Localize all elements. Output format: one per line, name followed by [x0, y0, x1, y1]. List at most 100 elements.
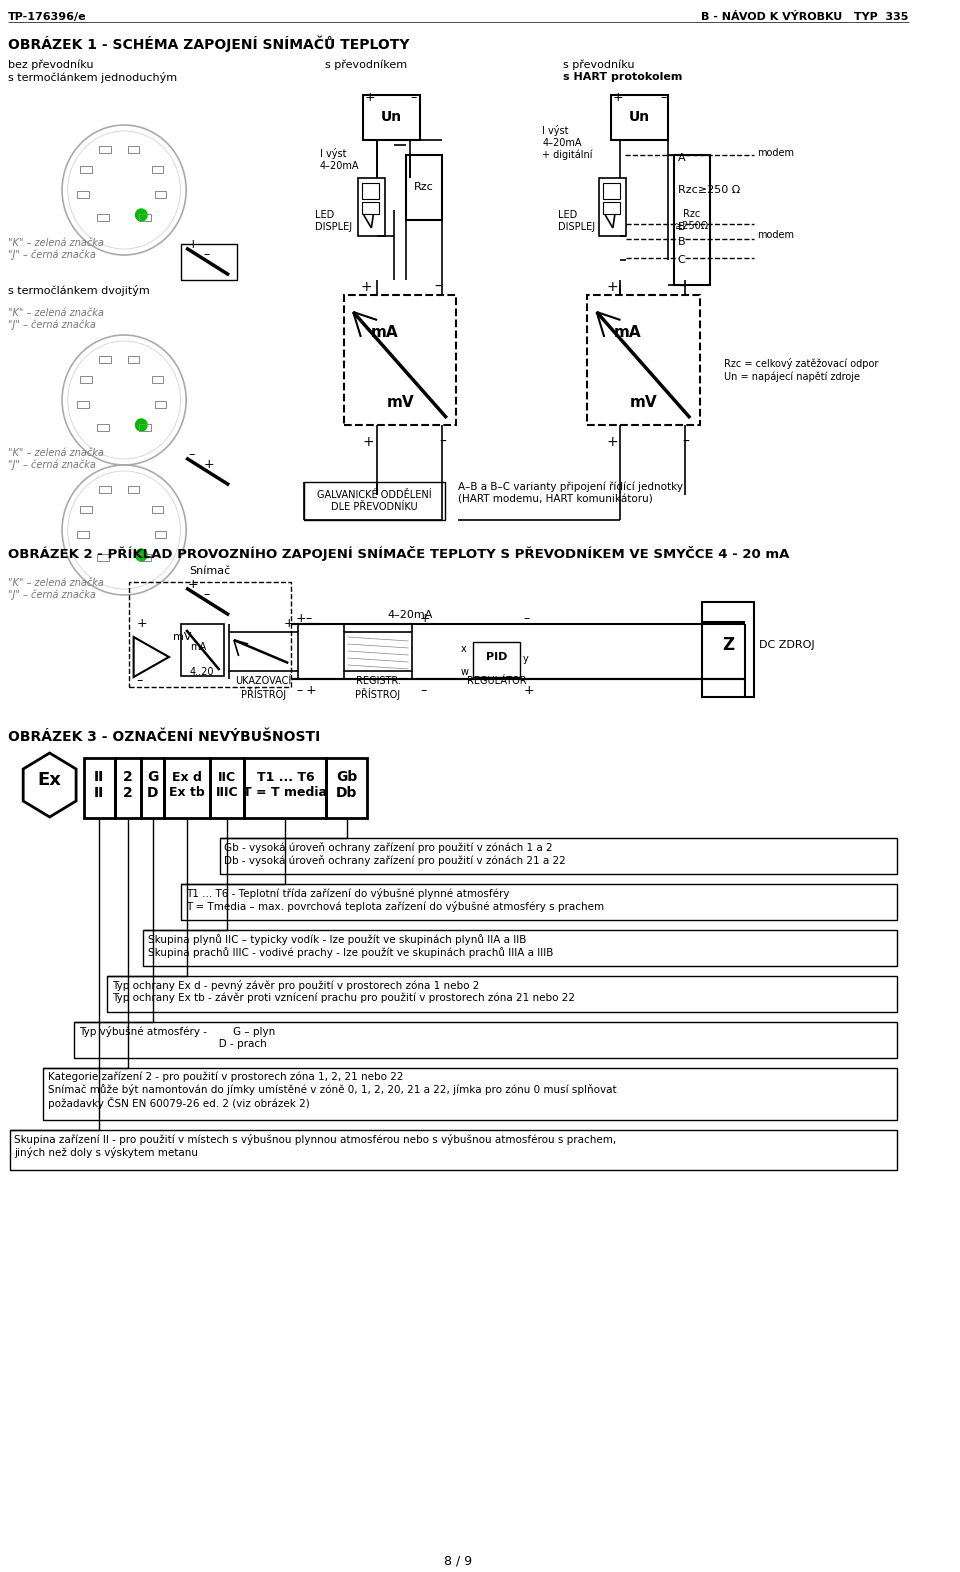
Text: DC ZDROJ: DC ZDROJ — [759, 640, 814, 649]
Bar — [155, 401, 166, 409]
Bar — [97, 214, 108, 222]
Text: –: – — [683, 435, 689, 450]
Bar — [141, 758, 164, 817]
Text: mA: mA — [190, 641, 206, 652]
Text: modem: modem — [757, 230, 794, 241]
Bar — [363, 94, 420, 140]
Bar — [362, 182, 379, 200]
Text: s převodníku: s převodníku — [564, 60, 635, 71]
Bar — [81, 376, 91, 384]
Text: REGULÁTOR: REGULÁTOR — [467, 676, 526, 685]
Text: +: + — [361, 280, 372, 294]
Bar — [99, 486, 110, 494]
Bar — [84, 758, 114, 817]
Text: –: – — [305, 612, 312, 626]
Text: +: + — [365, 91, 375, 104]
Text: x: x — [461, 645, 467, 654]
Bar — [152, 506, 163, 512]
Text: –: – — [660, 91, 667, 104]
Text: mA: mA — [613, 325, 641, 340]
Bar — [152, 167, 163, 173]
Text: B - NÁVOD K VÝROBKU   TYP  335: B - NÁVOD K VÝROBKU TYP 335 — [702, 13, 909, 22]
Circle shape — [135, 420, 147, 431]
Text: +: + — [305, 684, 316, 696]
Bar — [139, 214, 151, 222]
Circle shape — [135, 549, 147, 561]
Bar — [155, 531, 166, 538]
Text: LED
DISPLEJ: LED DISPLEJ — [559, 211, 595, 231]
Text: Rzc: Rzc — [414, 182, 434, 192]
Text: +: + — [204, 457, 214, 472]
Text: +: + — [188, 578, 199, 591]
Bar — [128, 146, 139, 152]
Text: "J" – černá značka: "J" – černá značka — [8, 321, 95, 330]
Text: "J" – černá značka: "J" – černá značka — [8, 590, 95, 601]
Bar — [75, 1022, 898, 1058]
Circle shape — [135, 209, 147, 222]
Text: –: – — [523, 612, 529, 626]
Bar — [603, 182, 620, 200]
Bar — [472, 641, 520, 678]
Bar — [139, 553, 151, 561]
Text: 4–20mA: 4–20mA — [388, 610, 433, 619]
Bar — [358, 178, 385, 236]
Text: G
D: G D — [147, 770, 158, 800]
Text: +: + — [283, 616, 294, 630]
Bar — [81, 167, 91, 173]
Text: GALVANICKÉ ODDĚLENÍ
DLE PŘEVODNÍKU: GALVANICKÉ ODDĚLENÍ DLE PŘEVODNÍKU — [317, 490, 431, 512]
Text: mA: mA — [371, 325, 398, 340]
Text: Rzc
≥250Ω: Rzc ≥250Ω — [675, 209, 709, 231]
Bar — [599, 178, 626, 236]
Text: "J" – černá značka: "J" – černá značka — [8, 461, 95, 470]
Text: +: + — [612, 91, 623, 104]
Bar — [143, 931, 898, 967]
Text: I výst
4–20mA
+ digitální: I výst 4–20mA + digitální — [542, 126, 592, 160]
Text: Rzc≥250 Ω: Rzc≥250 Ω — [678, 185, 740, 195]
Text: 8 / 9: 8 / 9 — [444, 1555, 472, 1567]
Text: –: – — [680, 280, 686, 294]
Text: Z: Z — [722, 635, 734, 654]
Text: +: + — [363, 435, 374, 450]
Bar — [43, 1067, 898, 1119]
Bar — [78, 401, 88, 409]
Text: +: + — [420, 612, 431, 626]
Bar — [128, 355, 139, 363]
Text: Typ ochrany Ex d - pevný závěr pro použití v prostorech zóna 1 nebo 2
Typ ochran: Typ ochrany Ex d - pevný závěr pro použi… — [111, 979, 575, 1003]
Bar — [220, 838, 898, 874]
Bar — [10, 1130, 898, 1170]
Bar — [128, 486, 139, 494]
Bar — [611, 94, 668, 140]
Text: +: + — [136, 616, 147, 630]
Text: s termočlánkem dvojitým: s termočlánkem dvojitým — [8, 285, 150, 296]
Text: REGISTR.
PŘÍSTROJ: REGISTR. PŘÍSTROJ — [355, 676, 400, 700]
Bar — [97, 553, 108, 561]
Text: I výst
4–20mA: I výst 4–20mA — [320, 148, 359, 171]
Bar — [702, 602, 755, 696]
Text: mV: mV — [630, 395, 658, 410]
Bar — [139, 424, 151, 431]
Text: Gb - vysoká úroveň ochrany zařízení pro použití v zónách 1 a 2
Db - vysoká úrove: Gb - vysoká úroveň ochrany zařízení pro … — [225, 843, 566, 866]
Text: Un: Un — [381, 110, 402, 124]
Text: LED
DISPLEJ: LED DISPLEJ — [315, 211, 352, 231]
Text: C: C — [678, 255, 685, 266]
Bar — [181, 244, 237, 280]
Text: "K" – zelená značka: "K" – zelená značka — [8, 308, 104, 318]
Text: T1 ... T6
T = T media: T1 ... T6 T = T media — [244, 770, 327, 799]
Text: –: – — [439, 435, 446, 450]
Text: +: + — [296, 612, 306, 626]
Text: OBRÁZEK 1 - SCHÉMA ZAPOJENÍ SNÍMAČŮ TEPLOTY: OBRÁZEK 1 - SCHÉMA ZAPOJENÍ SNÍMAČŮ TEPL… — [8, 35, 409, 52]
Text: mV: mV — [173, 632, 191, 641]
Bar — [81, 506, 91, 512]
Bar — [406, 156, 442, 220]
Text: Skupina plynů IIC – typicky vodík - lze použít ve skupinách plynů IIA a IIB
Skup: Skupina plynů IIC – typicky vodík - lze … — [148, 934, 553, 957]
Text: –: – — [188, 448, 194, 461]
Text: Ex: Ex — [37, 770, 61, 789]
Text: +: + — [606, 435, 618, 450]
Bar — [152, 376, 163, 384]
Bar — [99, 355, 110, 363]
Text: –: – — [420, 684, 426, 696]
Text: IIC
IIIC: IIC IIIC — [216, 770, 238, 799]
Bar — [78, 192, 88, 198]
Bar — [99, 146, 110, 152]
Text: –: – — [296, 684, 302, 696]
